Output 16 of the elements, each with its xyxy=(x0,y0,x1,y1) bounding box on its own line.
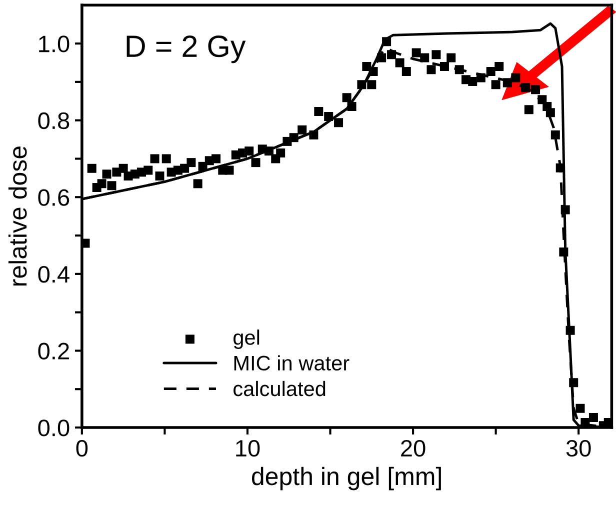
x-tick-label: 20 xyxy=(401,440,426,457)
y-tick-label: 0.2 xyxy=(38,342,69,360)
x-tick-label: 0 xyxy=(76,440,88,457)
legend-label: gel xyxy=(234,330,260,349)
x-tick-label: 10 xyxy=(236,440,260,457)
annotation: D = 2 Gy xyxy=(126,35,246,64)
y-tick-label: 0.8 xyxy=(38,112,70,130)
y-tick-label: 0.6 xyxy=(38,189,70,206)
legend-label: calculated xyxy=(234,380,326,396)
y-tick-label: 1.0 xyxy=(39,36,70,52)
x-axis-title: depth in gel [mm] xyxy=(252,466,441,490)
y-axis-title: relative dose xyxy=(8,146,27,286)
x-tick-label: 30 xyxy=(566,440,591,457)
y-tick-label: 0.0 xyxy=(38,420,70,436)
y-tick-label: 0.4 xyxy=(38,266,70,283)
legend-label: MIC in water xyxy=(234,355,350,371)
